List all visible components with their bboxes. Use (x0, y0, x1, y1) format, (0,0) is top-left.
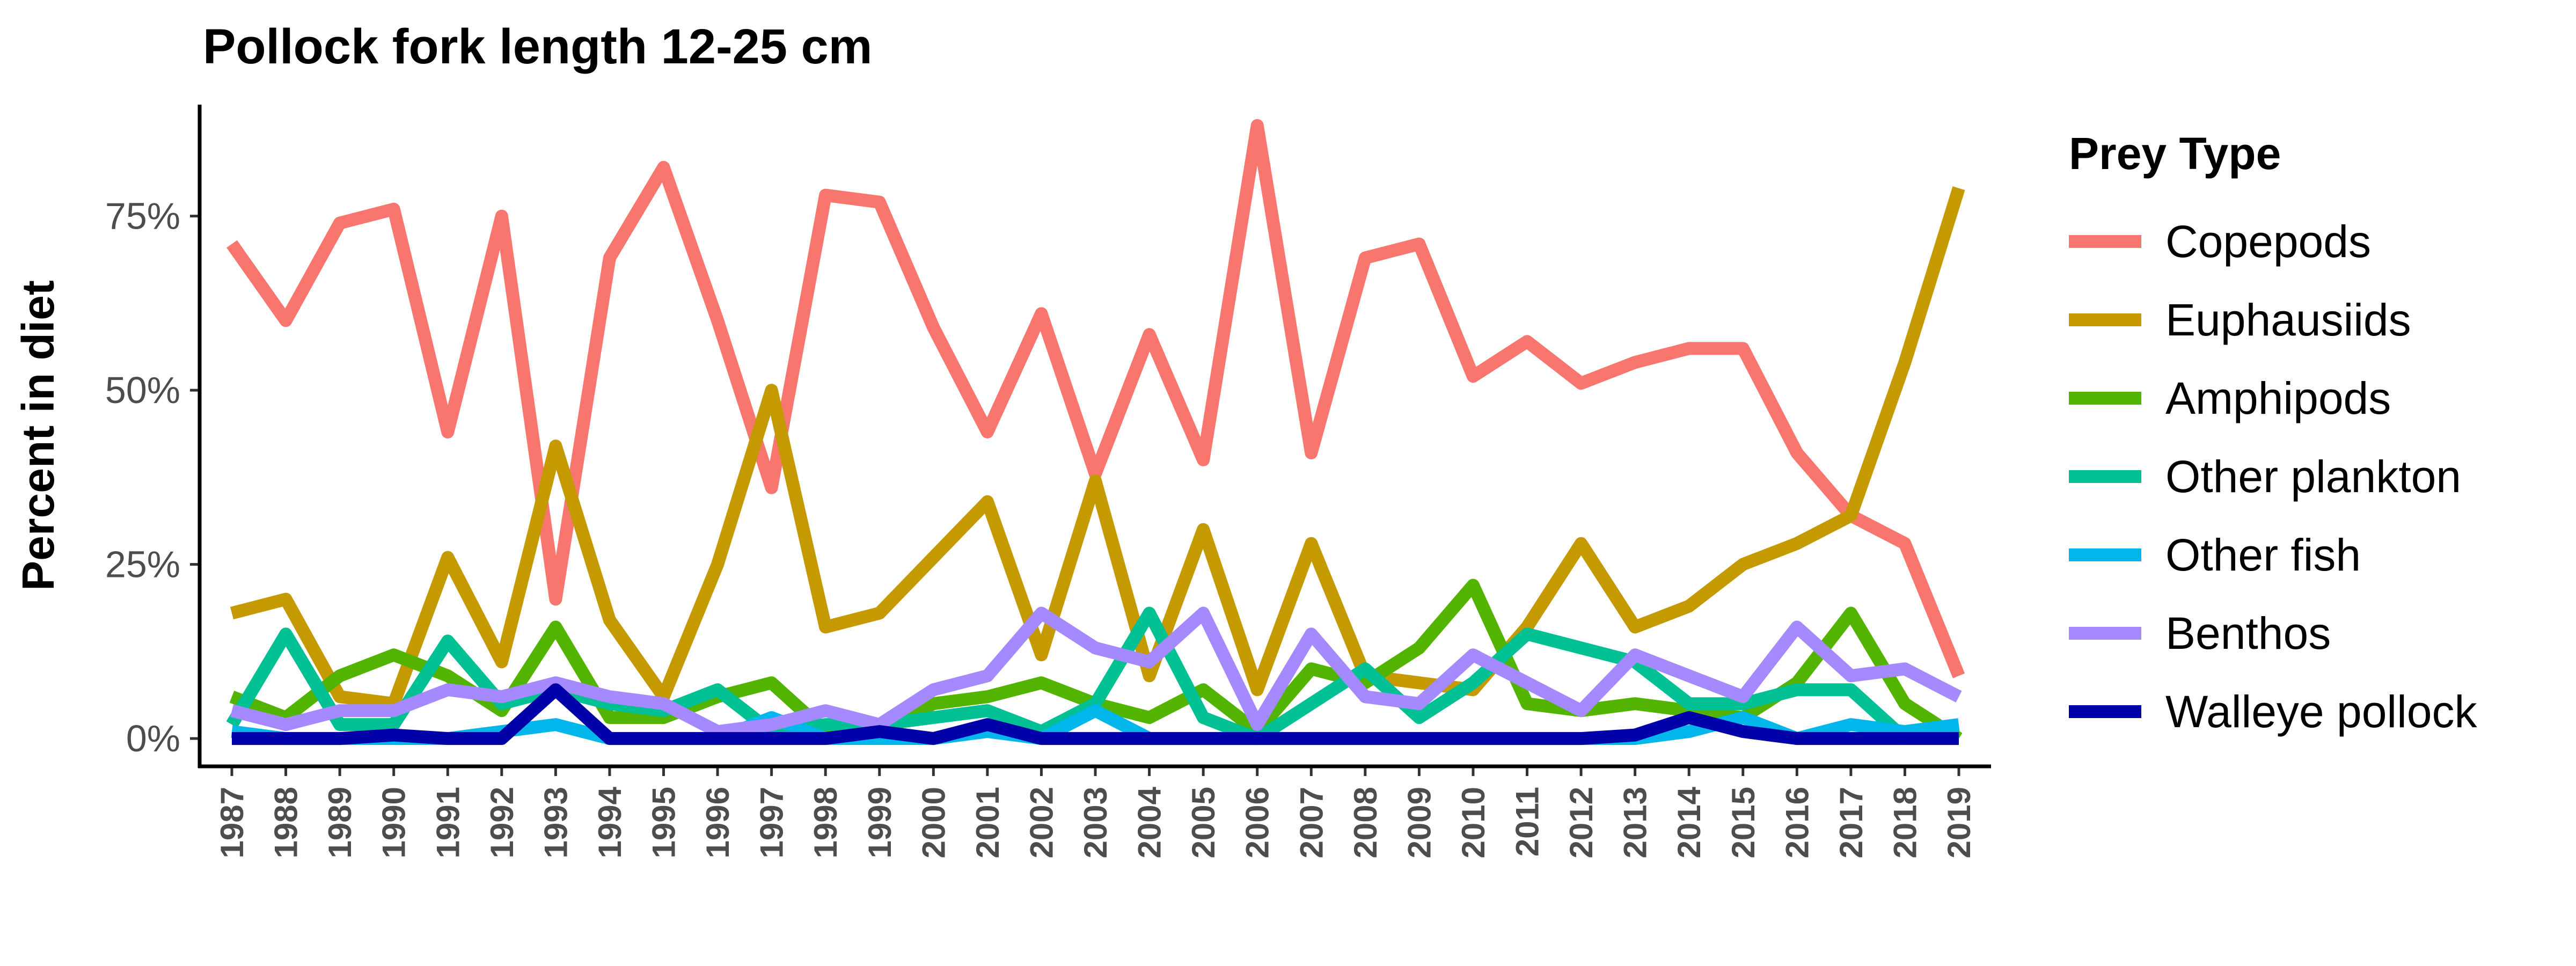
series-line-euphausiids (230, 186, 1965, 711)
x-tick-label: 1995 (646, 787, 682, 858)
x-tick-label: 2018 (1887, 787, 1923, 858)
x-tick-label: 1996 (700, 787, 736, 858)
x-tick-label: 2017 (1833, 787, 1869, 858)
x-tick-label: 1994 (592, 786, 628, 858)
y-axis-label: Percent in diet (13, 280, 63, 591)
legend-label-euphausiids: Euphausiids (2165, 295, 2411, 345)
x-tick-label: 1991 (430, 787, 466, 858)
x-tick-label: 2016 (1779, 787, 1815, 858)
y-tick-label: 25% (105, 544, 180, 586)
x-tick-label: 2009 (1401, 787, 1437, 858)
series-line-copepods (226, 119, 1965, 678)
y-tick-label: 75% (105, 195, 180, 237)
legend-title: Prey Type (2069, 128, 2281, 179)
legend-label-other-plankton: Other plankton (2165, 451, 2461, 502)
x-tick-label: 1997 (754, 787, 790, 858)
x-tick-label: 2007 (1293, 787, 1329, 858)
x-tick-label: 2006 (1240, 787, 1276, 858)
x-tick-label: 2012 (1563, 787, 1599, 858)
x-tick-label: 2014 (1671, 786, 1707, 858)
x-tick-label: 2019 (1941, 787, 1977, 858)
legend-label-copepods: Copepods (2165, 216, 2371, 267)
legend-items: Copepods Euphausiids Amphipods Other plankt… (2069, 216, 2477, 737)
x-tick-label: 1988 (268, 787, 304, 858)
x-tick-label: 2004 (1132, 786, 1168, 858)
series-line-benthos (230, 606, 1962, 738)
legend-label-benthos: Benthos (2165, 608, 2331, 658)
series-line-other-plankton (226, 606, 1960, 745)
x-tick-label: 2015 (1725, 787, 1761, 858)
y-tick-label: 0% (126, 718, 180, 759)
legend: Prey Type Copepods Euphausiids Amphipods Ot… (2069, 128, 2477, 737)
x-tick-label: 1992 (484, 787, 520, 858)
y-tick-label: 50% (105, 369, 180, 411)
x-tick-label: 2001 (970, 787, 1006, 858)
legend-label-walleye-pollock: Walleye pollock (2165, 686, 2477, 737)
x-tick-label: 1993 (538, 787, 574, 858)
x-tick-label: 1990 (376, 787, 412, 858)
series-lines (226, 119, 1965, 745)
x-tick-label: 1999 (862, 787, 898, 858)
x-tick-label: 2005 (1185, 787, 1221, 858)
chart-title: Pollock fork length 12-25 cm (203, 19, 872, 74)
x-tick-label: 2010 (1455, 787, 1491, 858)
series-line-walleye-pollock (232, 683, 1959, 745)
legend-label-amphipods: Amphipods (2165, 373, 2391, 423)
x-tick-label: 2013 (1618, 787, 1653, 858)
x-tick-label: 1989 (322, 787, 358, 858)
x-tick-label: 2008 (1348, 787, 1384, 858)
legend-label-other-fish: Other fish (2165, 530, 2361, 580)
y-axis-ticks: 0% 25% 50% 75% (105, 195, 200, 759)
x-tick-label: 2000 (916, 787, 952, 858)
x-tick-label: 1998 (808, 787, 844, 858)
x-tick-label: 1987 (214, 787, 250, 858)
x-tick-label: 2003 (1078, 787, 1114, 858)
x-tick-label: 2011 (1510, 787, 1546, 857)
x-tick-label: 2002 (1023, 787, 1059, 858)
x-axis-ticks: 1987 1988 1989 1990 1991 1992 1993 1994 1995 1996… (214, 766, 1977, 858)
